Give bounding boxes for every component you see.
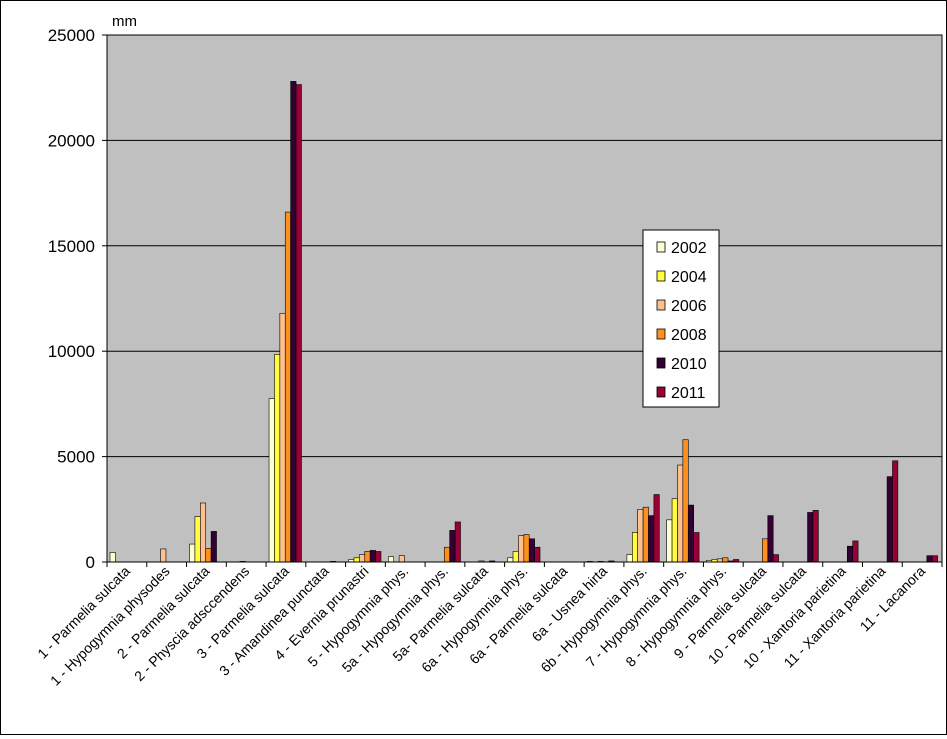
legend-label: 2002	[671, 240, 707, 257]
bar-2011	[653, 494, 660, 563]
legend-label: 2008	[671, 327, 707, 344]
bar-2008	[762, 538, 769, 563]
bar-2011	[295, 84, 302, 563]
bar-2011	[812, 510, 819, 563]
bar-2011	[772, 554, 779, 563]
plot-area	[106, 34, 943, 563]
bar-2004	[274, 354, 281, 563]
bar-2011	[852, 540, 859, 563]
bar-2011	[454, 521, 461, 563]
bar-2010	[687, 504, 694, 563]
bar-2002	[189, 543, 196, 563]
bar-2004	[353, 557, 360, 563]
bar-2008	[682, 439, 689, 563]
bar-2008	[722, 557, 729, 563]
bar-2008	[205, 547, 212, 563]
bar-2006	[200, 502, 207, 563]
bar-2011	[534, 546, 541, 563]
bar-2010	[369, 550, 376, 563]
legend-label: 2006	[671, 298, 707, 315]
legend-label: 2004	[671, 269, 707, 286]
bar-2011	[375, 551, 382, 563]
bar-2010	[767, 515, 774, 563]
bar-2008	[642, 506, 649, 563]
bar-2004	[671, 498, 678, 563]
bar-2008	[443, 546, 450, 563]
bar-2008	[523, 534, 530, 563]
bar-2004	[631, 532, 638, 563]
y-tick-label: 10000	[48, 342, 95, 361]
bar-2008	[364, 551, 371, 563]
y-tick-label: 5000	[57, 448, 95, 467]
bar-2006	[160, 548, 167, 563]
y-tick-label: 15000	[48, 237, 95, 256]
bar-2010	[528, 538, 535, 563]
bar-2010	[210, 531, 217, 563]
y-axis: 0 5000 10000 15000 20000 25000	[48, 26, 107, 572]
bar-2006	[637, 508, 644, 563]
bar-2006	[677, 464, 684, 563]
bar-2002	[109, 552, 116, 563]
bar-2006	[398, 555, 405, 563]
legend-swatch-2002	[656, 241, 666, 253]
legend-swatch-2011	[656, 386, 666, 398]
gridlines	[107, 139, 942, 458]
bar-2010	[290, 81, 297, 563]
bar-2004	[194, 516, 201, 563]
legend: 2002 2004 2006 2008 2010 2011	[642, 229, 720, 408]
legend-swatch-2006	[656, 299, 666, 311]
bar-2011	[931, 555, 938, 563]
y-tick-label: 0	[86, 553, 95, 572]
bar-2002	[268, 398, 275, 563]
bar-2004	[512, 551, 519, 563]
legend-swatch-2004	[656, 270, 666, 282]
bar-2006	[279, 312, 286, 563]
bar-2002	[388, 556, 395, 563]
bar-2006	[518, 535, 525, 563]
bar-2010	[886, 476, 893, 563]
bar-2002	[626, 554, 633, 563]
bar-2006	[359, 554, 366, 563]
y-tick-label: 20000	[48, 131, 95, 150]
bar-2010	[449, 530, 456, 563]
bar-2010	[648, 515, 655, 563]
bar-2002	[666, 519, 673, 563]
bar-2011	[892, 460, 899, 563]
bar-2011	[693, 532, 700, 563]
legend-swatch-2010	[656, 357, 666, 369]
legend-label: 2010	[671, 356, 707, 373]
y-axis-label: mm	[112, 13, 137, 30]
bar-2010	[847, 545, 854, 563]
y-tick-label: 25000	[48, 26, 95, 45]
bar-2010	[807, 512, 814, 563]
bar-2010	[926, 555, 933, 563]
legend-box	[642, 229, 720, 408]
bar-2008	[284, 211, 291, 563]
legend-swatch-2008	[656, 328, 666, 340]
legend-label: 2011	[671, 385, 706, 402]
bar-2002	[507, 557, 514, 563]
